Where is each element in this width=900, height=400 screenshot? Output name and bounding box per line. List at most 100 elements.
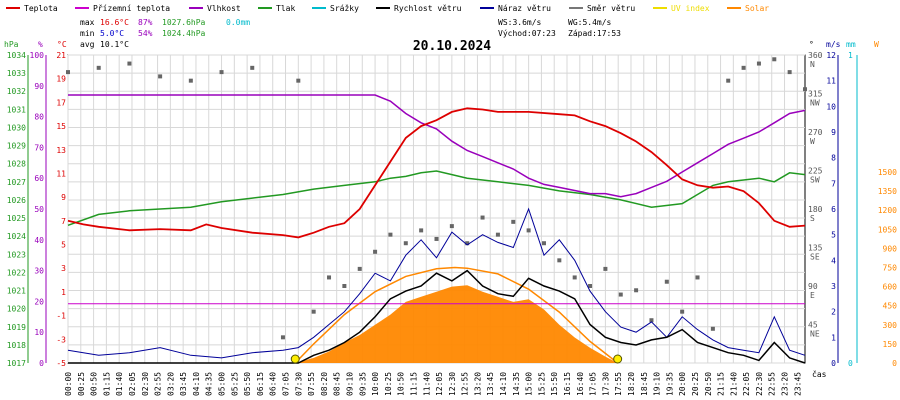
tick-dir: 225 — [808, 167, 823, 176]
stat-min-temp: 5.0°C — [100, 29, 124, 38]
tick-temp: 15 — [56, 122, 66, 131]
tick-x: 20:00 — [678, 372, 687, 396]
axis-unit-temp: °C — [57, 40, 67, 49]
point-wind-direction — [66, 70, 70, 75]
point-wind-direction — [327, 275, 332, 280]
tick-x: 19:10 — [653, 372, 662, 396]
tick-dir-label: E — [810, 291, 815, 300]
tick-x: 03:20 — [166, 372, 175, 396]
point-wind-direction — [342, 284, 347, 288]
tick-hpa: 1023 — [7, 250, 26, 259]
tick-mm: 1 — [848, 51, 853, 60]
tick-ms: 4 — [831, 256, 836, 265]
tick-pct: 40 — [34, 236, 44, 245]
legend-label: Směr větru — [587, 4, 635, 13]
tick-x: 21:15 — [717, 372, 726, 396]
tick-w: 900 — [883, 244, 898, 253]
tick-x: 16:15 — [563, 372, 572, 396]
axis-unit-mm: mm — [846, 40, 856, 49]
point-wind-direction — [618, 292, 623, 297]
tick-pct: 90 — [34, 82, 44, 91]
tick-ms: 2 — [831, 308, 836, 317]
legend-label: Srážky — [330, 4, 359, 13]
series-wind-speed — [68, 269, 806, 364]
tick-x: 02:05 — [128, 372, 137, 396]
point-wind-direction — [588, 284, 593, 288]
tick-temp: 21 — [56, 51, 66, 60]
tick-dir: 270 — [808, 128, 823, 137]
stat-max-press: 1027.6hPa — [162, 18, 206, 27]
tick-x: 23:20 — [781, 372, 790, 396]
tick-x: 19:35 — [665, 372, 674, 396]
series-humidity — [68, 94, 806, 198]
tick-temp: 9 — [61, 193, 66, 202]
tick-mm: 0 — [848, 359, 853, 368]
tick-ms: 5 — [831, 231, 836, 240]
tick-x: 13:20 — [473, 372, 482, 396]
tick-hpa: 1033 — [7, 69, 26, 78]
point-wind-direction — [680, 309, 685, 314]
point-wind-direction — [772, 57, 777, 62]
point-wind-direction — [188, 78, 193, 83]
point-wind-direction — [495, 232, 500, 237]
tick-x: 22:30 — [755, 372, 764, 396]
tick-x: 15:50 — [550, 372, 559, 396]
tick-x: 08:45 — [333, 372, 342, 396]
tick-pct: 20 — [34, 297, 44, 306]
series-solar-theoretical — [294, 266, 619, 364]
tick-ms: 6 — [831, 205, 836, 214]
uv-marker — [290, 354, 300, 364]
legend-label: Teplota — [24, 4, 58, 13]
tick-x: 23:45 — [793, 372, 802, 396]
tick-dir: 315 — [808, 90, 823, 99]
tick-x: 07:05 — [282, 372, 291, 396]
point-wind-direction — [603, 266, 608, 271]
tick-temp: 3 — [61, 264, 66, 273]
stat-rain: 0.0mm — [226, 18, 250, 27]
tick-x: 22:05 — [742, 372, 751, 396]
point-wind-direction — [710, 326, 715, 331]
tick-dir: 45 — [808, 321, 818, 330]
tick-ms: 1 — [831, 333, 836, 342]
tick-ms: 9 — [831, 128, 836, 137]
tick-dir-label: S — [810, 214, 815, 223]
tick-hpa: 1026 — [7, 196, 26, 205]
tick-dir-label: SW — [810, 176, 820, 185]
tick-pct: 0 — [39, 359, 44, 368]
tick-hpa: 1027 — [7, 178, 26, 187]
legend-label: Vlhkost — [207, 4, 241, 13]
tick-x: 12:05 — [435, 372, 444, 396]
tick-x: 09:35 — [358, 372, 367, 396]
point-wind-direction — [465, 241, 470, 246]
point-wind-direction — [664, 279, 669, 284]
tick-x: 02:30 — [141, 372, 150, 396]
tick-x: 04:35 — [205, 372, 214, 396]
tick-temp: 7 — [61, 217, 66, 226]
point-wind-direction — [296, 78, 301, 83]
tick-hpa: 1025 — [7, 214, 26, 223]
tick-dir-label: NE — [810, 330, 820, 339]
axis-unit-pct: % — [38, 40, 43, 49]
point-wind-direction — [373, 249, 378, 254]
tick-ms: 8 — [831, 154, 836, 163]
tick-x: 13:45 — [486, 372, 495, 396]
tick-w: 1200 — [878, 206, 897, 215]
tick-x: 10:25 — [384, 372, 393, 396]
tick-x: 15:25 — [537, 372, 546, 396]
tick-x: 17:30 — [601, 372, 610, 396]
point-wind-direction — [557, 258, 562, 263]
stat-max-label: max — [80, 18, 95, 27]
point-wind-direction — [726, 78, 731, 83]
tick-temp: -1 — [56, 312, 66, 321]
chart-title: 20.10.2024 — [413, 39, 491, 54]
tick-x: 12:55 — [461, 372, 470, 396]
tick-hpa: 1021 — [7, 287, 26, 296]
tick-x: 20:50 — [704, 372, 713, 396]
tick-dir: 360 — [808, 51, 823, 60]
tick-x: 10:50 — [397, 372, 406, 396]
legend-label: Rychlost větru — [394, 4, 462, 13]
tick-pct: 100 — [30, 51, 45, 60]
point-wind-direction — [96, 65, 101, 70]
point-wind-direction — [756, 61, 761, 66]
tick-x: 17:55 — [614, 372, 623, 396]
